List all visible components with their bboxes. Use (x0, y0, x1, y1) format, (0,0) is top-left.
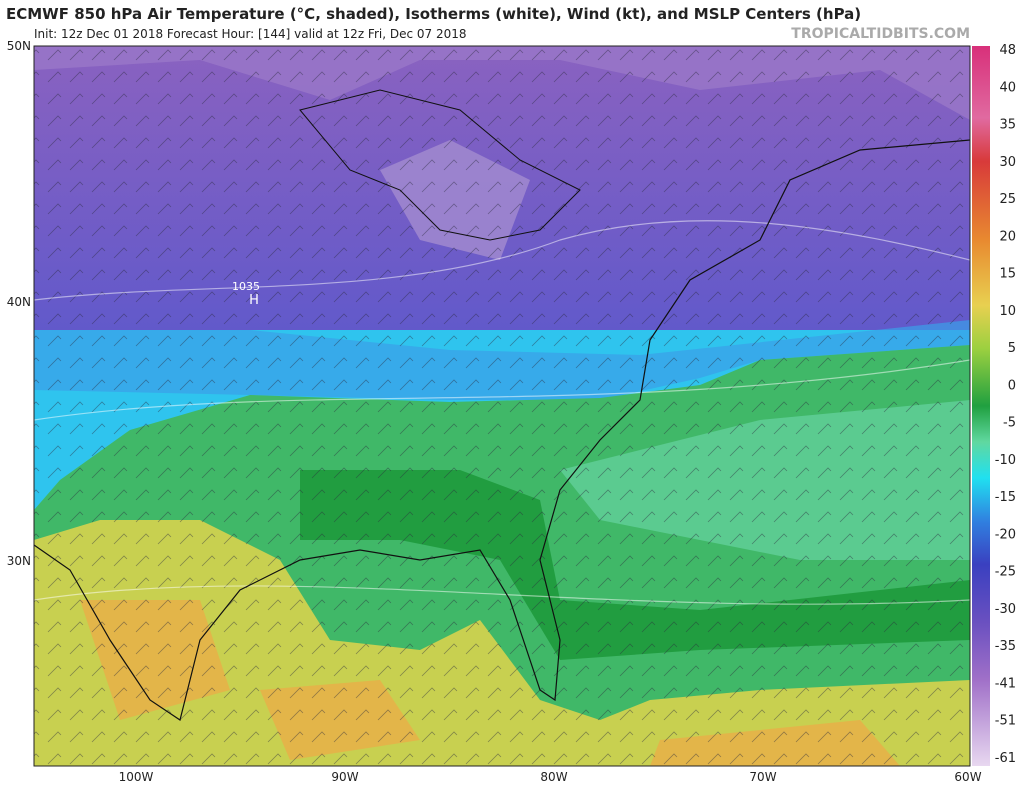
colorbar-label: 25 (999, 192, 1016, 207)
colorbar-label: 10 (999, 304, 1016, 319)
lon-label: 90W (331, 770, 358, 784)
colorbar (972, 46, 990, 766)
colorbar-label: 20 (999, 229, 1016, 244)
lon-label: 80W (540, 770, 567, 784)
colorbar-label: -25 (995, 565, 1016, 580)
colorbar-label: -5 (1003, 416, 1016, 431)
colorbar-label: 30 (999, 155, 1016, 170)
lat-label: 30N (7, 554, 31, 568)
colorbar-label: 35 (999, 118, 1016, 133)
map-shading (34, 46, 970, 766)
lat-label: 40N (7, 295, 31, 309)
subtitle: Init: 12z Dec 01 2018 Forecast Hour: [14… (34, 27, 467, 41)
colorbar-label: 0 (1008, 378, 1016, 393)
lat-label: 50N (7, 39, 31, 53)
colorbar-label: -51 (995, 714, 1016, 729)
colorbar-label: -30 (995, 602, 1016, 617)
pressure-value: 1035 (232, 280, 260, 293)
lon-label: 100W (119, 770, 154, 784)
colorbar-label: 15 (999, 267, 1016, 282)
colorbar-label: -15 (995, 490, 1016, 505)
colorbar-label: -61 (995, 751, 1016, 766)
watermark: TROPICALTIDBITS.COM (791, 26, 970, 42)
colorbar-label: 40 (999, 80, 1016, 95)
title: ECMWF 850 hPa Air Temperature (°C, shade… (6, 5, 861, 23)
colorbar-label: -10 (995, 453, 1016, 468)
colorbar-label: 5 (1008, 341, 1016, 356)
colorbar-label: 48 (999, 43, 1016, 58)
lon-label: 60W (954, 770, 981, 784)
colorbar-label: -35 (995, 639, 1016, 654)
colorbar-label: -20 (995, 527, 1016, 542)
lon-label: 70W (749, 770, 776, 784)
labels: 50N 40N 30N 100W 90W 80W 70W 60W 48 40 35 30 25 20 15 1… (7, 39, 1016, 784)
map-frame (33, 45, 971, 767)
colorbar-label: -41 (995, 676, 1016, 691)
pressure-center: H (249, 293, 259, 308)
